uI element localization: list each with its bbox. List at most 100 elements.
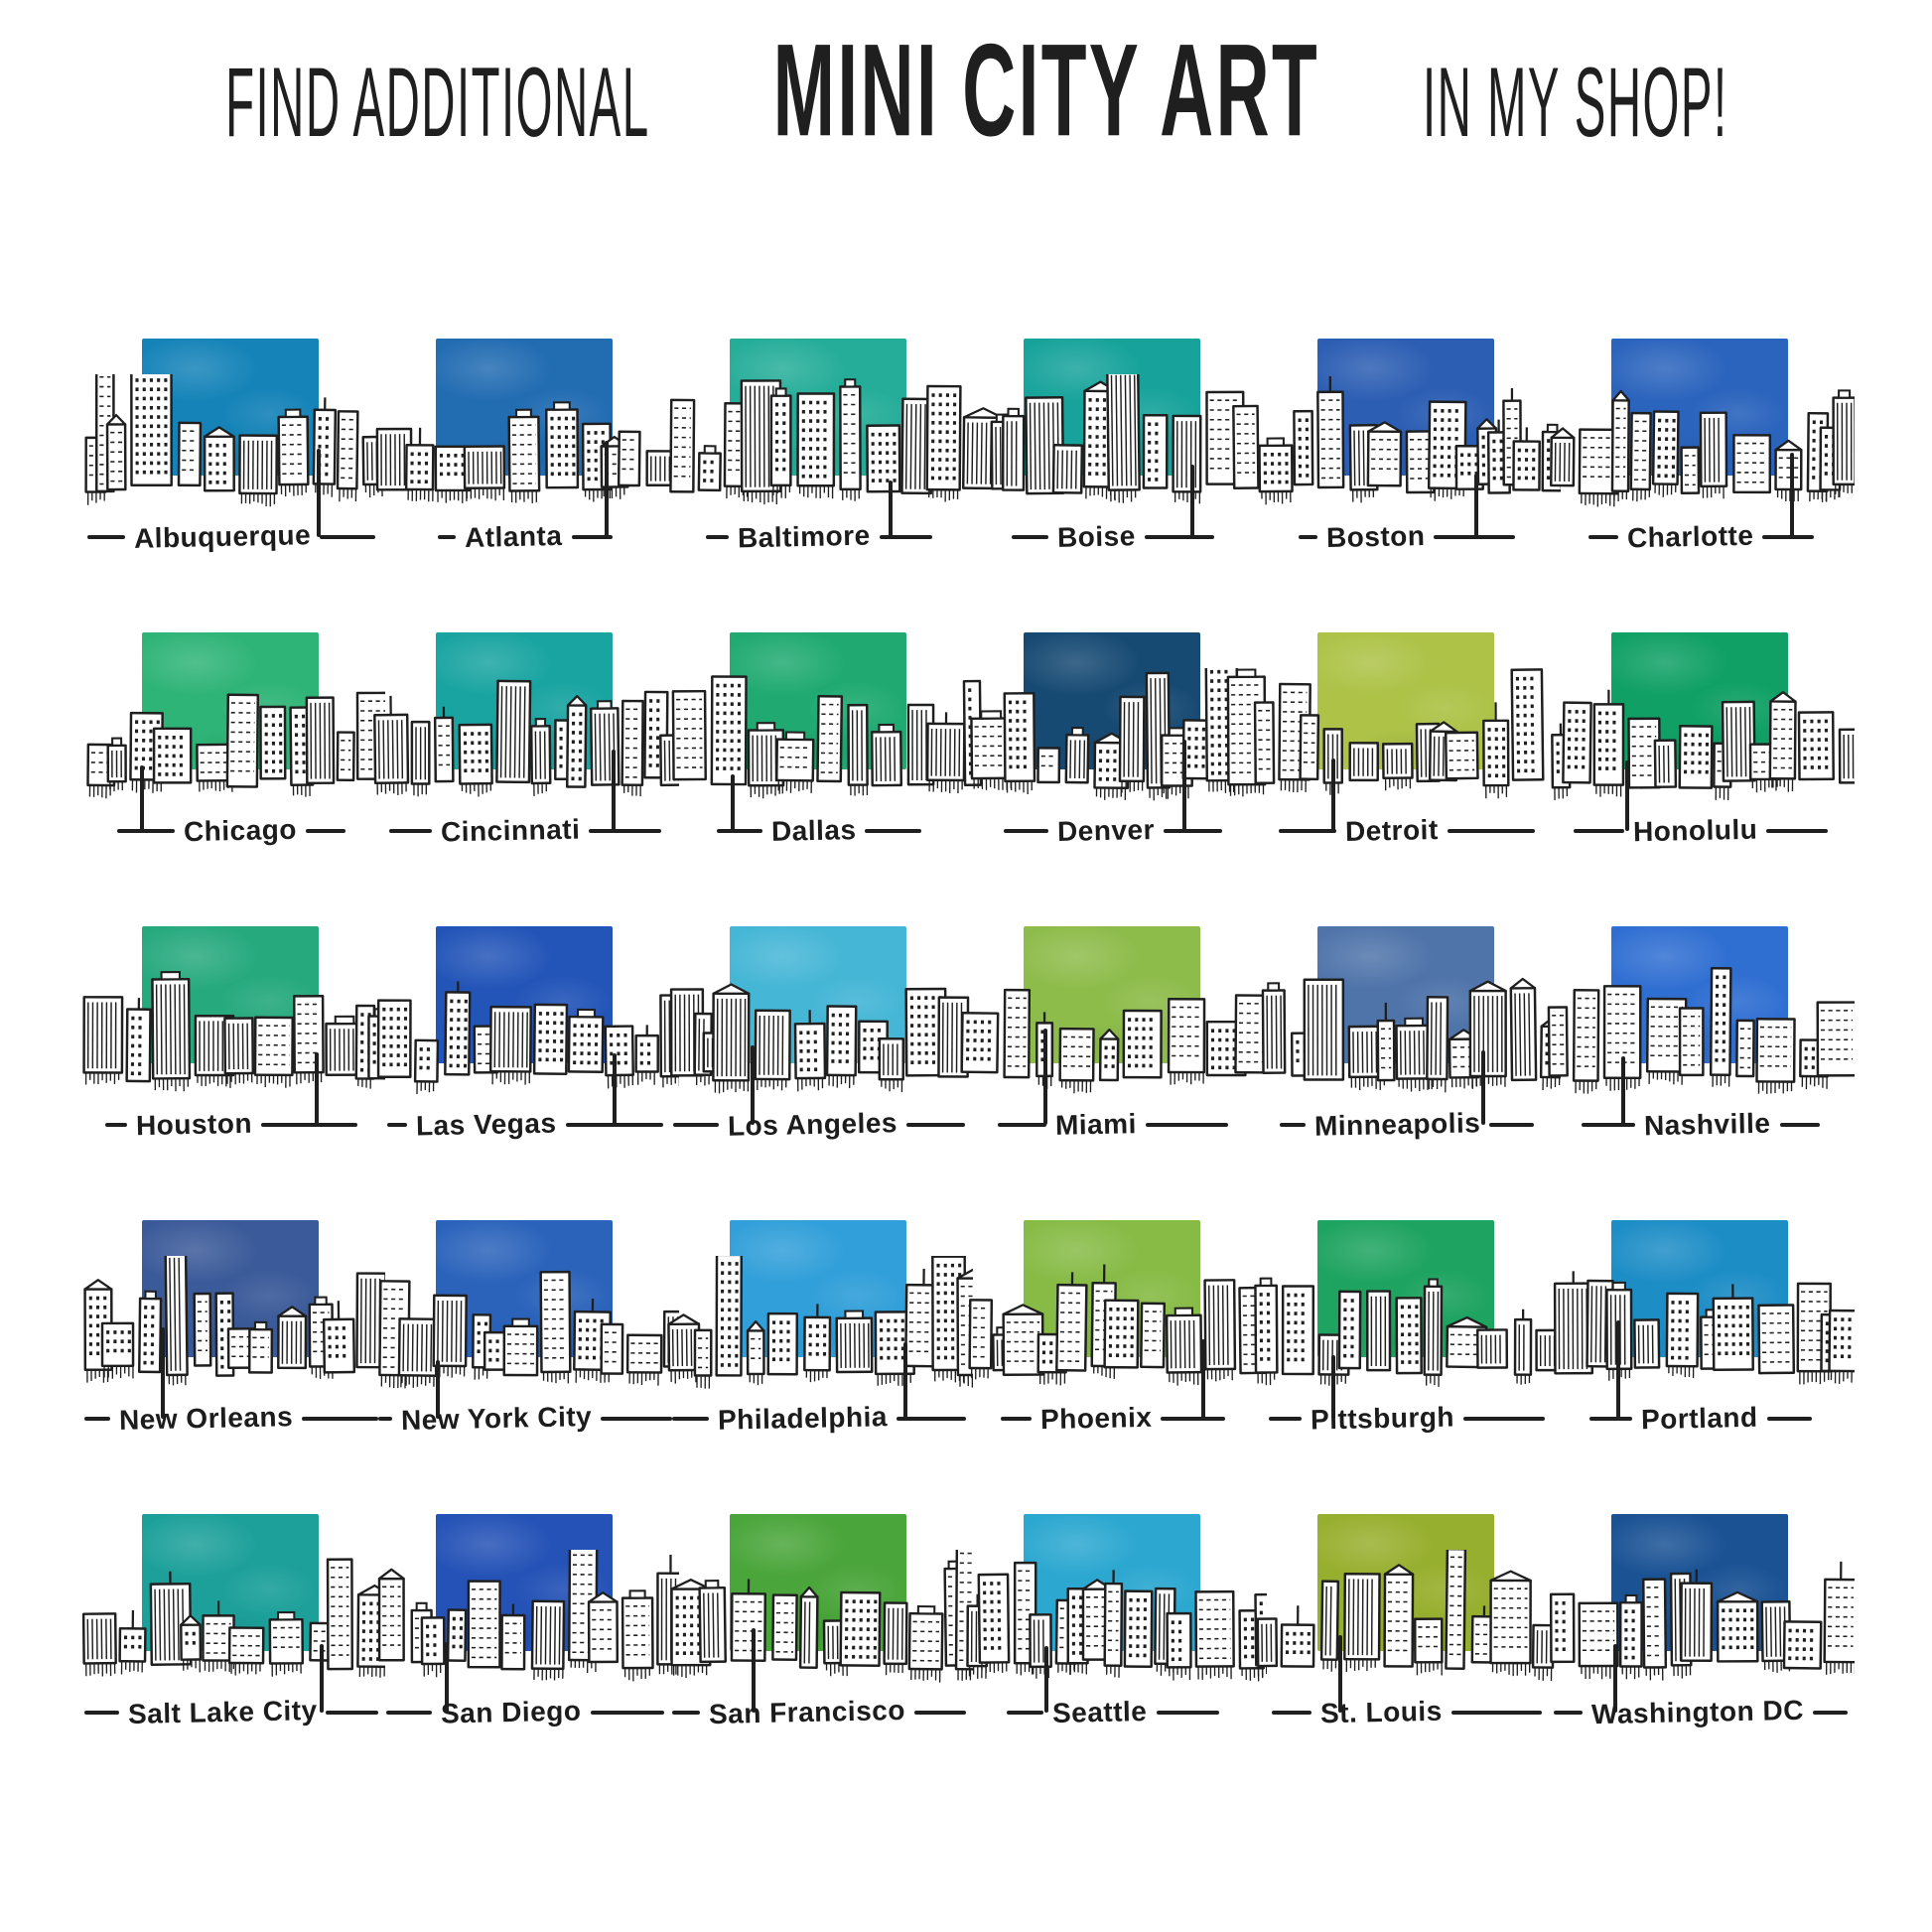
city-tile-san-diego: San Diego [377,1498,679,1792]
label-connector-line [751,1045,756,1125]
city-skyline-drawing [966,1561,1267,1682]
city-tile-nashville: Nashville [1547,910,1855,1204]
header-prefix: FIND ADDITIONAL [224,46,650,158]
label-line-left [672,1123,719,1127]
label-connector-line [1789,453,1794,537]
city-label: Philadelphia [672,1401,966,1436]
city-label: Nashville [1554,1107,1848,1142]
city-skyline-drawing [376,981,679,1095]
label-line-left [1271,1711,1312,1715]
label-line-left [717,829,762,833]
label-line-left [1000,1417,1032,1421]
city-tile-baltimore: Baltimore [669,323,966,617]
label-line-right [571,535,614,539]
city-label: St. Louis [1260,1695,1554,1729]
city-label: Boston [1260,520,1554,553]
label-line-right [896,1417,966,1421]
label-line-right [1489,1123,1535,1127]
city-tile-houston: Houston [82,910,385,1204]
header-suffix: IN MY SHOP! [1422,46,1728,158]
label-connector-line [1481,1049,1486,1125]
city-name-text: Denver [1056,813,1155,848]
city-label: New York City [378,1401,672,1436]
city-tile-st-louis: St. Louis [1256,1498,1555,1792]
city-name-text: Honolulu [1632,813,1758,848]
label-connector-line [605,441,610,537]
city-name-text: Atlanta [465,519,564,554]
city-label: Baltimore [672,520,966,553]
city-tile-new-orleans: New Orleans [83,1204,385,1498]
label-line-right [1779,1123,1821,1127]
city-tile-denver: Denver [962,617,1267,910]
label-line-left [1299,535,1317,539]
label-connector-line [1044,1645,1049,1713]
city-skyline-drawing [669,378,962,505]
city-name-text: Phoenix [1039,1401,1153,1436]
city-tile-chicago: Chicago [84,617,385,910]
city-label: Las Vegas [378,1107,672,1142]
city-skyline-drawing [1261,977,1561,1093]
city-name-text: Miami [1054,1108,1137,1141]
label-connector-line [1042,1028,1047,1125]
label-connector-line [612,750,617,831]
city-name-text: Los Angeles [727,1107,898,1142]
label-connector-line [612,1053,617,1125]
label-line-left [378,1417,392,1421]
label-connector-line [1474,473,1479,537]
city-name-text: Albuquerque [133,519,312,554]
label-line-right [1163,829,1223,833]
city-label: Miami [966,1108,1260,1141]
label-connector-line [1201,1339,1206,1419]
label-line-right [913,1711,966,1715]
city-skyline-drawing [1551,689,1855,801]
city-name-text: San Francisco [708,1694,905,1730]
label-connector-line [1615,1319,1620,1419]
city-name-text: Washington DC [1590,1694,1805,1730]
label-connector-line [1624,759,1629,831]
label-connector-line [140,764,145,831]
label-line-left [387,1123,408,1127]
city-name-text: Boise [1056,520,1137,553]
label-line-right [326,1711,378,1715]
city-label: Albuquerque [84,519,378,554]
city-name-text: Nashville [1643,1107,1771,1142]
city-tile-honolulu: Honolulu [1551,617,1855,910]
city-label: Portland [1554,1402,1848,1435]
label-line-left [1279,1123,1306,1127]
label-line-right [590,1711,664,1715]
city-tile-san-francisco: San Francisco [670,1498,973,1792]
city-label: San Diego [378,1696,672,1728]
label-line-left [1589,1417,1633,1421]
city-tile-boise: Boise [961,323,1260,617]
city-label: Houston [84,1108,378,1141]
label-line-left [1587,535,1619,539]
city-name-text: St. Louis [1320,1695,1444,1729]
city-tile-salt-lake-city: Salt Lake City [81,1498,385,1792]
city-tile-atlanta: Atlanta [375,323,679,617]
label-line-left [84,1417,110,1421]
label-line-right [880,535,933,539]
city-tile-cincinnati: Cincinnati [373,617,679,910]
label-connector-line [1331,758,1336,831]
city-skyline-drawing [375,401,679,503]
label-connector-line [903,1341,908,1419]
label-line-left [1006,1711,1044,1715]
city-skyline-drawing [1256,1550,1555,1682]
label-line-left [672,1711,700,1715]
label-line-left [1269,1417,1303,1421]
label-line-right [589,829,661,833]
label-line-right [1145,1123,1228,1127]
label-line-right [1766,1417,1812,1421]
label-connector-line [320,1644,325,1713]
label-connector-line [314,1051,319,1125]
label-connector-line [436,1360,441,1419]
page-header: FIND ADDITIONAL MINI CITY ART IN MY SHOP… [0,18,1932,167]
label-connector-line [1338,1635,1343,1713]
city-label: New Orleans [84,1401,378,1436]
city-skyline-drawing [81,1558,385,1678]
label-connector-line [1181,740,1186,831]
city-label: Boise [966,520,1260,553]
city-name-text: Las Vegas [415,1107,558,1142]
label-line-left [87,535,125,539]
city-label: Honolulu [1554,813,1848,848]
